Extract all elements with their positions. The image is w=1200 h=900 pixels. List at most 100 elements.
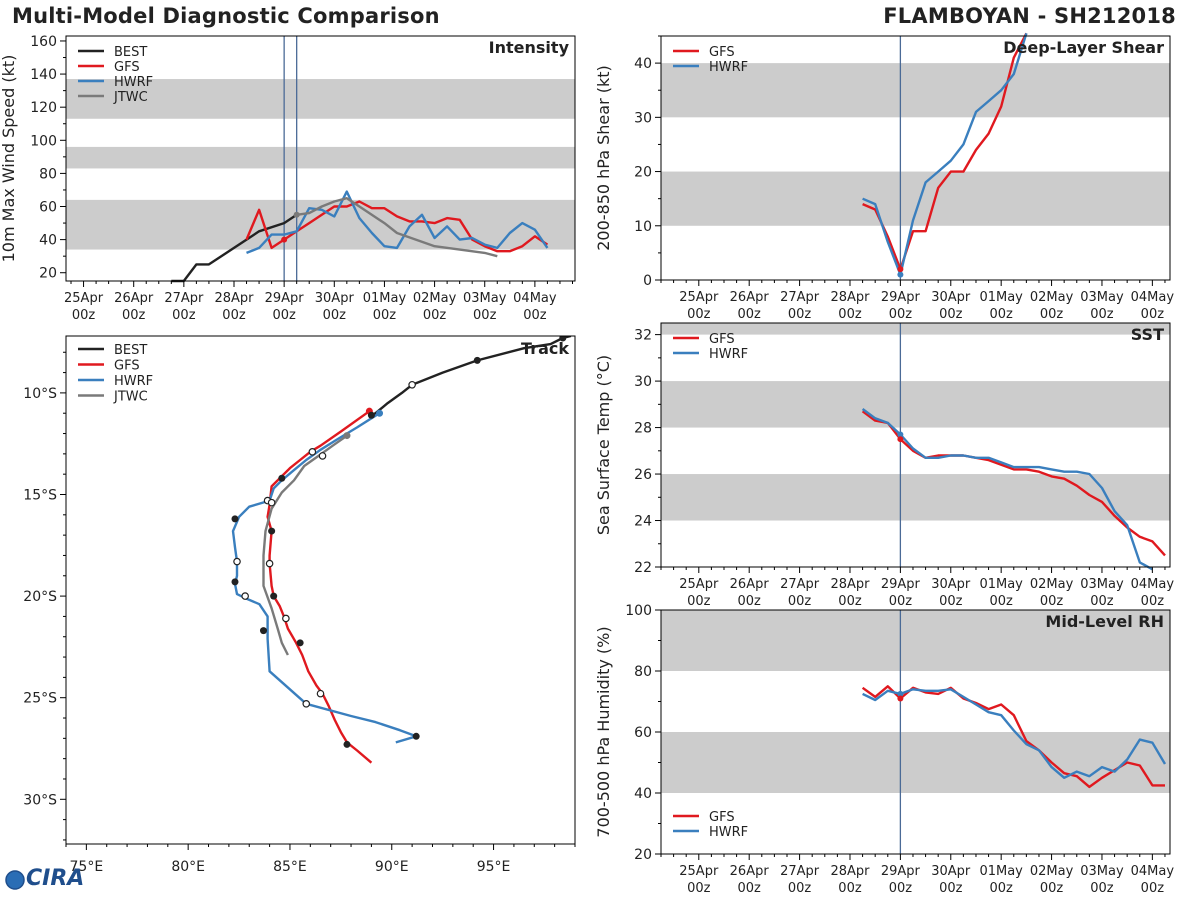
x-tick-label-hour: 00z xyxy=(172,308,196,323)
legend-label-hwrf: HWRF xyxy=(114,374,153,389)
x-tick-label-date: 03May xyxy=(1080,290,1124,305)
gfs-init-marker xyxy=(281,236,288,243)
shaded-band-0 xyxy=(661,474,1170,521)
x-tick-label-date: 01May xyxy=(363,291,407,306)
track-point-filled xyxy=(231,578,239,586)
y-tick-label: 40 xyxy=(634,786,652,802)
legend-label-hwrf: HWRF xyxy=(114,75,153,90)
track-point-filled xyxy=(367,411,375,419)
panel-title: Intensity xyxy=(489,38,570,57)
x-tick-label-hour: 00z xyxy=(738,307,762,322)
y-tick-label: 140 xyxy=(30,67,57,83)
y-tick-label: 80 xyxy=(634,664,652,680)
x-tick-label-hour: 00z xyxy=(989,594,1013,609)
panel-rh: 25Apr 00z 26Apr 00z 27Apr 00z 28Apr 00z 29Apr 00z… xyxy=(594,603,1174,896)
x-tick-label-hour: 00z xyxy=(1141,594,1165,609)
shaded-band-1 xyxy=(66,146,575,169)
panel-sst: 25Apr 00z 26Apr 00z 27Apr 00z 28Apr 00z 29Apr 00z… xyxy=(594,322,1174,609)
x-tick-label-date: 25Apr xyxy=(679,864,719,879)
shaded-band-0 xyxy=(661,171,1170,226)
x-tick-label-date: 02May xyxy=(1030,864,1074,879)
track-plot-area xyxy=(231,336,572,764)
x-tick-label-date: 25Apr xyxy=(64,291,104,306)
x-tick-label-hour: 00z xyxy=(889,881,913,896)
x-tick-label-hour: 00z xyxy=(989,881,1013,896)
x-tick-label: 80°E xyxy=(171,859,205,875)
x-tick-label-hour: 00z xyxy=(889,594,913,609)
x-tick-label-hour: 00z xyxy=(1090,307,1114,322)
x-tick-label-hour: 00z xyxy=(838,881,862,896)
x-tick-label-date: 30Apr xyxy=(931,864,971,879)
x-tick-label-date: 03May xyxy=(1080,864,1124,879)
panel-track: 75°E 80°E 85°E 90°E 95°E 10°S 15°S 20°S 25°S 30°S… xyxy=(23,335,576,875)
y-tick-label: 25°S xyxy=(23,691,57,707)
x-tick-label-date: 03May xyxy=(1080,577,1124,592)
legend-label-best: BEST xyxy=(114,343,147,358)
hwrf-init-marker xyxy=(897,271,904,278)
cira-logo-text: CIRA xyxy=(26,866,85,891)
x-tick-label-date: 02May xyxy=(1030,577,1074,592)
y-tick-label: 60 xyxy=(39,200,57,216)
x-tick-label-date: 04May xyxy=(1131,864,1175,879)
track-point-open xyxy=(316,689,325,698)
x-tick-label-hour: 00z xyxy=(687,881,711,896)
x-tick-label-hour: 00z xyxy=(939,881,963,896)
x-tick-label-hour: 00z xyxy=(838,307,862,322)
plot-frame xyxy=(660,35,1171,281)
series-line-hwrf xyxy=(862,32,1028,276)
x-tick-label: 75°E xyxy=(70,859,104,875)
y-tick-label: 30°S xyxy=(23,792,57,808)
panel-intensity: 25Apr 00z 26Apr 00z 27Apr 00z 28Apr 00z 29Apr 00z… xyxy=(0,34,576,323)
legend-label-hwrf: HWRF xyxy=(709,347,748,362)
track-point-open xyxy=(302,699,311,708)
track-marker-hwrf xyxy=(376,409,384,417)
x-tick-label-date: 28Apr xyxy=(214,291,254,306)
shaded-band-1 xyxy=(661,63,1170,118)
x-tick-label-date: 28Apr xyxy=(830,577,870,592)
legend-label-hwrf: HWRF xyxy=(709,60,748,75)
hwrf-init-marker xyxy=(897,431,904,438)
y-tick-label: 32 xyxy=(634,328,652,344)
x-tick-label-date: 30Apr xyxy=(931,290,971,305)
y-tick-label: 20 xyxy=(634,165,652,181)
series-line-hwrf xyxy=(862,688,1167,779)
x-tick-label-date: 30Apr xyxy=(315,291,355,306)
x-tick-label-date: 29Apr xyxy=(265,291,305,306)
x-tick-label-hour: 00z xyxy=(939,307,963,322)
x-tick-label-hour: 00z xyxy=(738,881,762,896)
panel-title: Mid-Level RH xyxy=(1045,612,1164,631)
track-point-filled xyxy=(259,627,267,635)
plot-frame xyxy=(65,35,576,282)
y-tick-label: 30 xyxy=(634,374,652,390)
legend-label-jtwc: JTWC xyxy=(113,390,148,405)
track-point-open xyxy=(241,592,249,600)
x-tick-label-hour: 00z xyxy=(1090,594,1114,609)
y-tick-label: 10°S xyxy=(23,386,57,402)
y-tick-label: 24 xyxy=(634,514,652,530)
x-tick-label-date: 30Apr xyxy=(931,577,971,592)
track-point-filled xyxy=(231,515,239,523)
panel-title: Track xyxy=(521,339,569,358)
series-line-best xyxy=(171,213,298,283)
y-tick-label: 60 xyxy=(634,725,652,741)
x-tick-label-date: 29Apr xyxy=(881,864,921,879)
x-tick-label-hour: 00z xyxy=(989,307,1013,322)
legend-label-gfs: GFS xyxy=(709,45,735,60)
x-tick-label-date: 04May xyxy=(1131,290,1175,305)
track-point-filled xyxy=(473,356,481,364)
track-line-best xyxy=(370,336,572,417)
x-tick-label-date: 26Apr xyxy=(730,864,770,879)
y-axis-label: 10m Max Wind Speed (kt) xyxy=(0,55,18,263)
x-tick-label-hour: 00z xyxy=(788,881,812,896)
legend-label-gfs: GFS xyxy=(709,810,735,825)
x-tick-label-hour: 00z xyxy=(838,594,862,609)
x-tick-label-date: 29Apr xyxy=(881,577,921,592)
track-point-open xyxy=(267,498,276,507)
track-point-open xyxy=(233,557,241,566)
x-tick-label-hour: 00z xyxy=(473,308,497,323)
gfs-init-marker xyxy=(897,695,904,702)
track-frame xyxy=(65,335,576,845)
x-tick-label-hour: 00z xyxy=(523,308,547,323)
x-tick-label-hour: 00z xyxy=(72,308,96,323)
